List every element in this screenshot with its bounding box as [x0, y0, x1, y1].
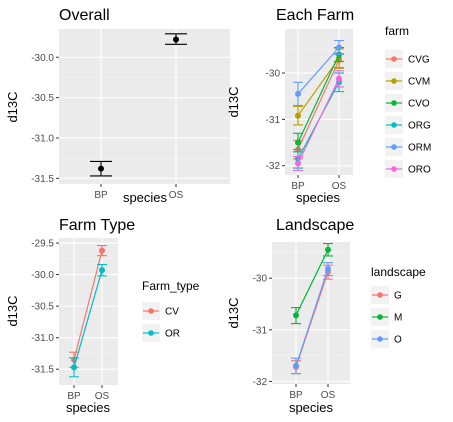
- landscape-y-tick-label: -30: [253, 274, 268, 285]
- farm-type-y-tick-label: -30.5: [31, 302, 54, 313]
- each-farm-x-tick-label: BP: [291, 181, 305, 192]
- overall-y-tick-label: -31.0: [31, 133, 54, 144]
- farm-type-series-or-point: [71, 364, 77, 371]
- each-farm-series-orm-point: [295, 90, 301, 97]
- each-farm-legend-label: CVO: [408, 99, 430, 110]
- each-farm-series-oro-point: [295, 160, 301, 167]
- each-farm-x-axis-label: species: [296, 190, 341, 205]
- each-farm-legend-label: CVG: [408, 55, 430, 66]
- landscape-legend-label: M: [394, 313, 402, 324]
- each-farm-series-cvo-line: [297, 54, 340, 143]
- each-farm-y-axis-label: d13C: [226, 86, 241, 117]
- landscape-legend-key-point: [377, 336, 383, 342]
- farm-type-series-cv-line: [73, 250, 103, 360]
- farm-type-y-tick-label: -31.5: [31, 365, 54, 376]
- each-farm-legend: farm CVG CVM CVO ORG ORM ORO: [385, 24, 431, 178]
- landscape-x-axis-label: species: [289, 400, 334, 415]
- landscape-x-tick-label: OS: [321, 390, 336, 401]
- overall-series-0-point: [173, 36, 179, 43]
- farm-type-legend-key-point: [148, 330, 154, 336]
- farm-type-x-axis-label: species: [66, 400, 111, 415]
- each-farm-legend-key-point: [391, 78, 397, 84]
- each-farm-legend-title: farm: [385, 24, 409, 38]
- landscape-y-tick-label: -31: [253, 325, 268, 336]
- farm-type-plot-background: [59, 238, 118, 385]
- landscape-title: Landscape: [276, 217, 354, 234]
- overall-y-tick-label: -30.0: [31, 53, 54, 64]
- farm-type-y-tick-label: -31.0: [31, 333, 54, 344]
- each-farm-legend-key-point: [391, 144, 397, 150]
- landscape-legend-label: O: [394, 335, 402, 346]
- each-farm-legend-key-point: [391, 166, 397, 172]
- farm-type-legend-title: Farm_type: [142, 279, 200, 293]
- farm-type-y-axis-label: d13C: [5, 295, 20, 326]
- each-farm-title: Each Farm: [276, 7, 354, 24]
- each-farm-legend-label: CVM: [408, 77, 430, 88]
- each-farm-x-tick-label: OS: [332, 181, 347, 192]
- landscape-series-m-line: [295, 249, 329, 316]
- each-farm-plot-background: [285, 29, 353, 175]
- each-farm-y-tick-label: -31: [266, 115, 281, 126]
- farm-type-x-tick-label: BP: [67, 391, 81, 402]
- farm-type-series-cv-point: [99, 247, 105, 254]
- each-farm-y-tick-label: -32: [266, 161, 281, 172]
- each-farm-series-orm-line: [297, 47, 340, 95]
- farm-type-legend-key-point: [148, 308, 154, 314]
- farm-type-x-tick-label: OS: [95, 391, 110, 402]
- each-farm-series-oro-line: [297, 78, 340, 164]
- each-farm-legend-label: ORM: [408, 143, 431, 154]
- farm-type-title: Farm Type: [59, 217, 135, 234]
- each-farm-legend-key-point: [391, 100, 397, 106]
- overall-y-tick-label: -31.5: [31, 174, 54, 185]
- each-farm-series-cvm-point: [295, 112, 301, 119]
- landscape-x-tick-label: BP: [289, 390, 303, 401]
- farm-type-legend-label: OR: [165, 329, 180, 340]
- landscape-y-tick-label: -32: [253, 377, 268, 388]
- overall-y-tick-label: -30.5: [31, 93, 54, 104]
- landscape-series-o-point: [293, 362, 299, 369]
- landscape-series-o-point: [325, 265, 331, 272]
- each-farm-series-cvg-line: [297, 59, 340, 150]
- each-farm-legend-label: ORG: [408, 121, 431, 132]
- farm-type-series-or-point: [99, 267, 105, 274]
- each-farm-series-cvo-point: [295, 139, 301, 146]
- landscape-legend-title: landscape: [371, 265, 426, 279]
- farm-type-series-or-line: [73, 270, 103, 368]
- landscape-series-o-line: [295, 268, 329, 367]
- each-farm-series-oro-point: [336, 75, 342, 82]
- each-farm-legend-key-point: [391, 122, 397, 128]
- each-farm-series-orm-point: [336, 44, 342, 51]
- each-farm-legend-label: ORO: [408, 165, 431, 176]
- overall-x-tick-label: BP: [94, 190, 108, 201]
- landscape-legend-key-point: [377, 314, 383, 320]
- farm-type-panel: Farm Type -31.5 -31.0 -30.5 -30.0 -29.5 BP OSsp…: [5, 217, 200, 415]
- farm-type-legend: Farm_type CV OR: [142, 279, 200, 342]
- landscape-y-axis-label: d13C: [226, 297, 241, 328]
- landscape-series-m-point: [293, 312, 299, 319]
- overall-x-axis-label: species: [123, 190, 168, 205]
- farm-type-y-tick-label: -30.0: [31, 270, 54, 281]
- farm-type-legend-label: CV: [165, 307, 179, 318]
- overall-y-axis-label: d13C: [5, 91, 20, 122]
- landscape-series-m-point: [325, 246, 331, 253]
- each-farm-y-tick-label: -30: [266, 69, 281, 80]
- landscape-legend-label: G: [394, 291, 402, 302]
- farm-type-y-tick-label: -29.5: [31, 239, 54, 250]
- landscape-plot-background: [272, 242, 350, 384]
- landscape-legend: landscape GMO: [371, 265, 426, 348]
- overall-title: Overall: [59, 7, 110, 24]
- overall-plot-background: [59, 29, 230, 184]
- landscape-legend-key-point: [377, 292, 383, 298]
- overall-x-tick-label: OS: [169, 190, 184, 201]
- each-farm-legend-key-point: [391, 56, 397, 62]
- overall-series-0-point: [98, 165, 104, 172]
